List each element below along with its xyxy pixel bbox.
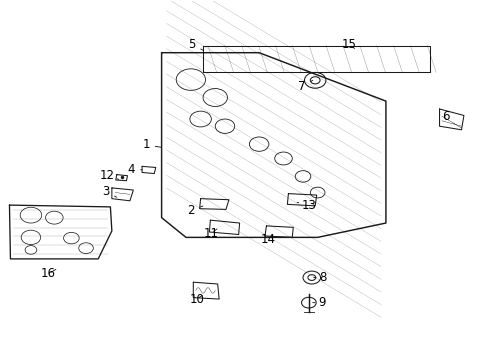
Text: 15: 15 <box>341 38 356 51</box>
Text: 1: 1 <box>142 138 161 151</box>
Text: 4: 4 <box>127 163 142 176</box>
Text: 9: 9 <box>312 296 325 309</box>
Text: 8: 8 <box>313 271 325 284</box>
Text: 5: 5 <box>188 38 203 51</box>
Text: 3: 3 <box>102 185 117 198</box>
Text: 11: 11 <box>203 226 219 239</box>
Text: 12: 12 <box>99 169 119 182</box>
Text: 2: 2 <box>187 204 203 217</box>
Text: 7: 7 <box>298 80 312 93</box>
Text: 10: 10 <box>189 293 203 306</box>
Text: 16: 16 <box>41 267 56 280</box>
Text: 6: 6 <box>441 110 453 123</box>
Text: 14: 14 <box>260 233 275 246</box>
Text: 13: 13 <box>297 199 316 212</box>
